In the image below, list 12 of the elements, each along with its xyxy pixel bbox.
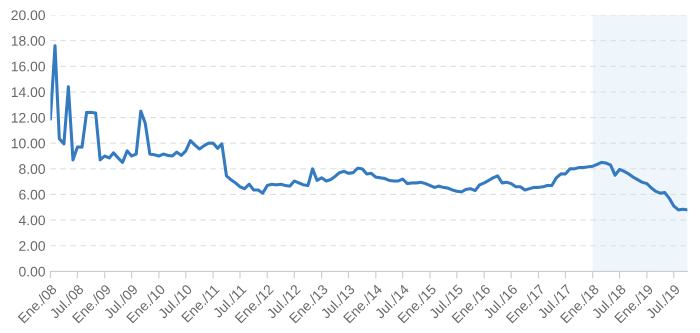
y-tick-label: 0.00 <box>19 266 45 277</box>
y-tick-label: 8.00 <box>19 164 45 174</box>
y-tick-label: 12.00 <box>12 112 45 123</box>
y-tick-label: 20.00 <box>11 10 45 20</box>
y-tick-label: 14.00 <box>12 87 45 98</box>
y-tick-label: 16.00 <box>12 62 45 72</box>
line-series <box>50 44 688 212</box>
y-tick-label: 18.00 <box>12 36 45 46</box>
y-tick-label: 4.00 <box>18 215 45 226</box>
y-tick-label: 2.00 <box>19 241 45 251</box>
y-tick-label: 6.00 <box>19 190 45 200</box>
y-tick-label: 10.00 <box>12 138 45 148</box>
